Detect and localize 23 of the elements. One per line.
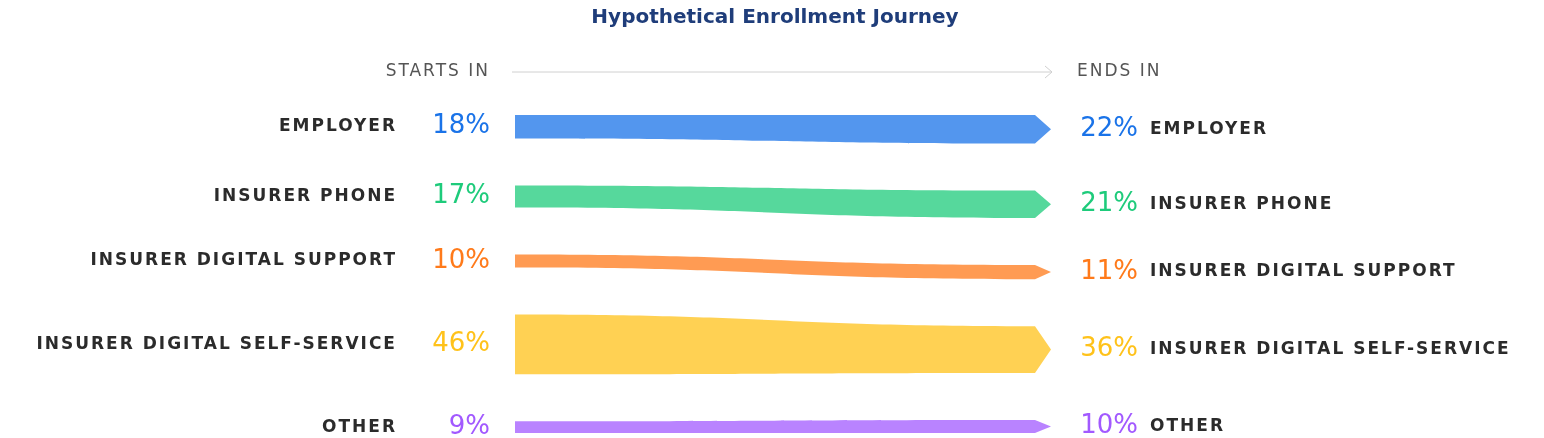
category-label: INSURER DIGITAL SUPPORT: [1150, 260, 1457, 281]
category-label: INSURER DIGITAL SELF-SERVICE: [1150, 338, 1511, 359]
category-label: INSURER DIGITAL SUPPORT: [90, 249, 397, 270]
data-label: 9%: [448, 409, 490, 438]
category-label: INSURER DIGITAL SELF-SERVICE: [36, 332, 397, 353]
category-label: EMPLOYER: [1150, 117, 1269, 138]
text: Hypothetical Enrollment Journey: [591, 4, 959, 29]
data-label: 18%: [432, 109, 490, 140]
data-label: 46%: [432, 327, 490, 358]
text: STARTS IN: [385, 60, 490, 81]
data-label: 22%: [1080, 112, 1138, 143]
legend-label: ENDS IN: [1077, 60, 1162, 81]
data-label: 21%: [1080, 187, 1138, 217]
data-label: 10%: [432, 243, 490, 274]
data-label: 11%: [1080, 254, 1138, 285]
category-label: OTHER: [322, 415, 397, 436]
category-label: OTHER: [1150, 414, 1225, 435]
category-label: INSURER PHONE: [1150, 192, 1334, 213]
data-label: 17%: [432, 179, 490, 210]
category-label: EMPLOYER: [278, 115, 397, 136]
data-label: 10%: [1080, 409, 1138, 438]
data-label: 36%: [1080, 332, 1138, 363]
category-label: INSURER PHONE: [213, 184, 397, 205]
